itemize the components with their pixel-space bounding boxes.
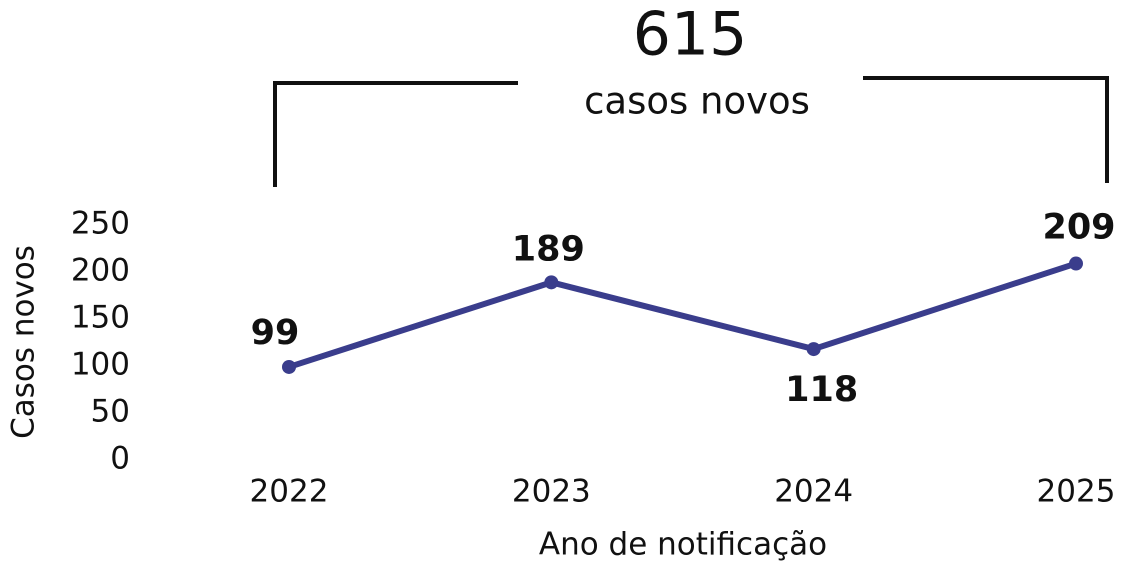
y-tick-label: 250	[71, 206, 130, 242]
point	[806, 342, 821, 357]
x-axis-title: Ano de notificação	[539, 527, 827, 563]
point	[544, 275, 559, 290]
bracket-right	[863, 76, 1109, 183]
x-tick-label: 2024	[774, 474, 853, 510]
data-label: 99	[251, 313, 300, 353]
line	[288, 260, 1077, 370]
y-tick-label: 150	[71, 300, 130, 336]
annotation-total: 615	[633, 0, 748, 70]
data-label: 209	[1042, 208, 1115, 248]
data-label: 189	[512, 229, 585, 269]
data-label: 118	[785, 370, 858, 410]
point	[282, 359, 296, 374]
y-tick-label: 0	[110, 441, 130, 477]
y-tick-label: 50	[91, 394, 130, 430]
point	[1069, 256, 1083, 271]
x-tick-label: 2023	[512, 474, 591, 510]
annotation-label: casos novos	[584, 80, 810, 123]
y-tick-label: 200	[71, 253, 130, 289]
bracket-left	[273, 81, 518, 187]
y-axis-title: Casos novos	[6, 245, 42, 439]
y-tick-label: 100	[71, 347, 130, 383]
x-tick-label: 2022	[250, 474, 329, 510]
x-tick-label: 2025	[1037, 474, 1116, 510]
